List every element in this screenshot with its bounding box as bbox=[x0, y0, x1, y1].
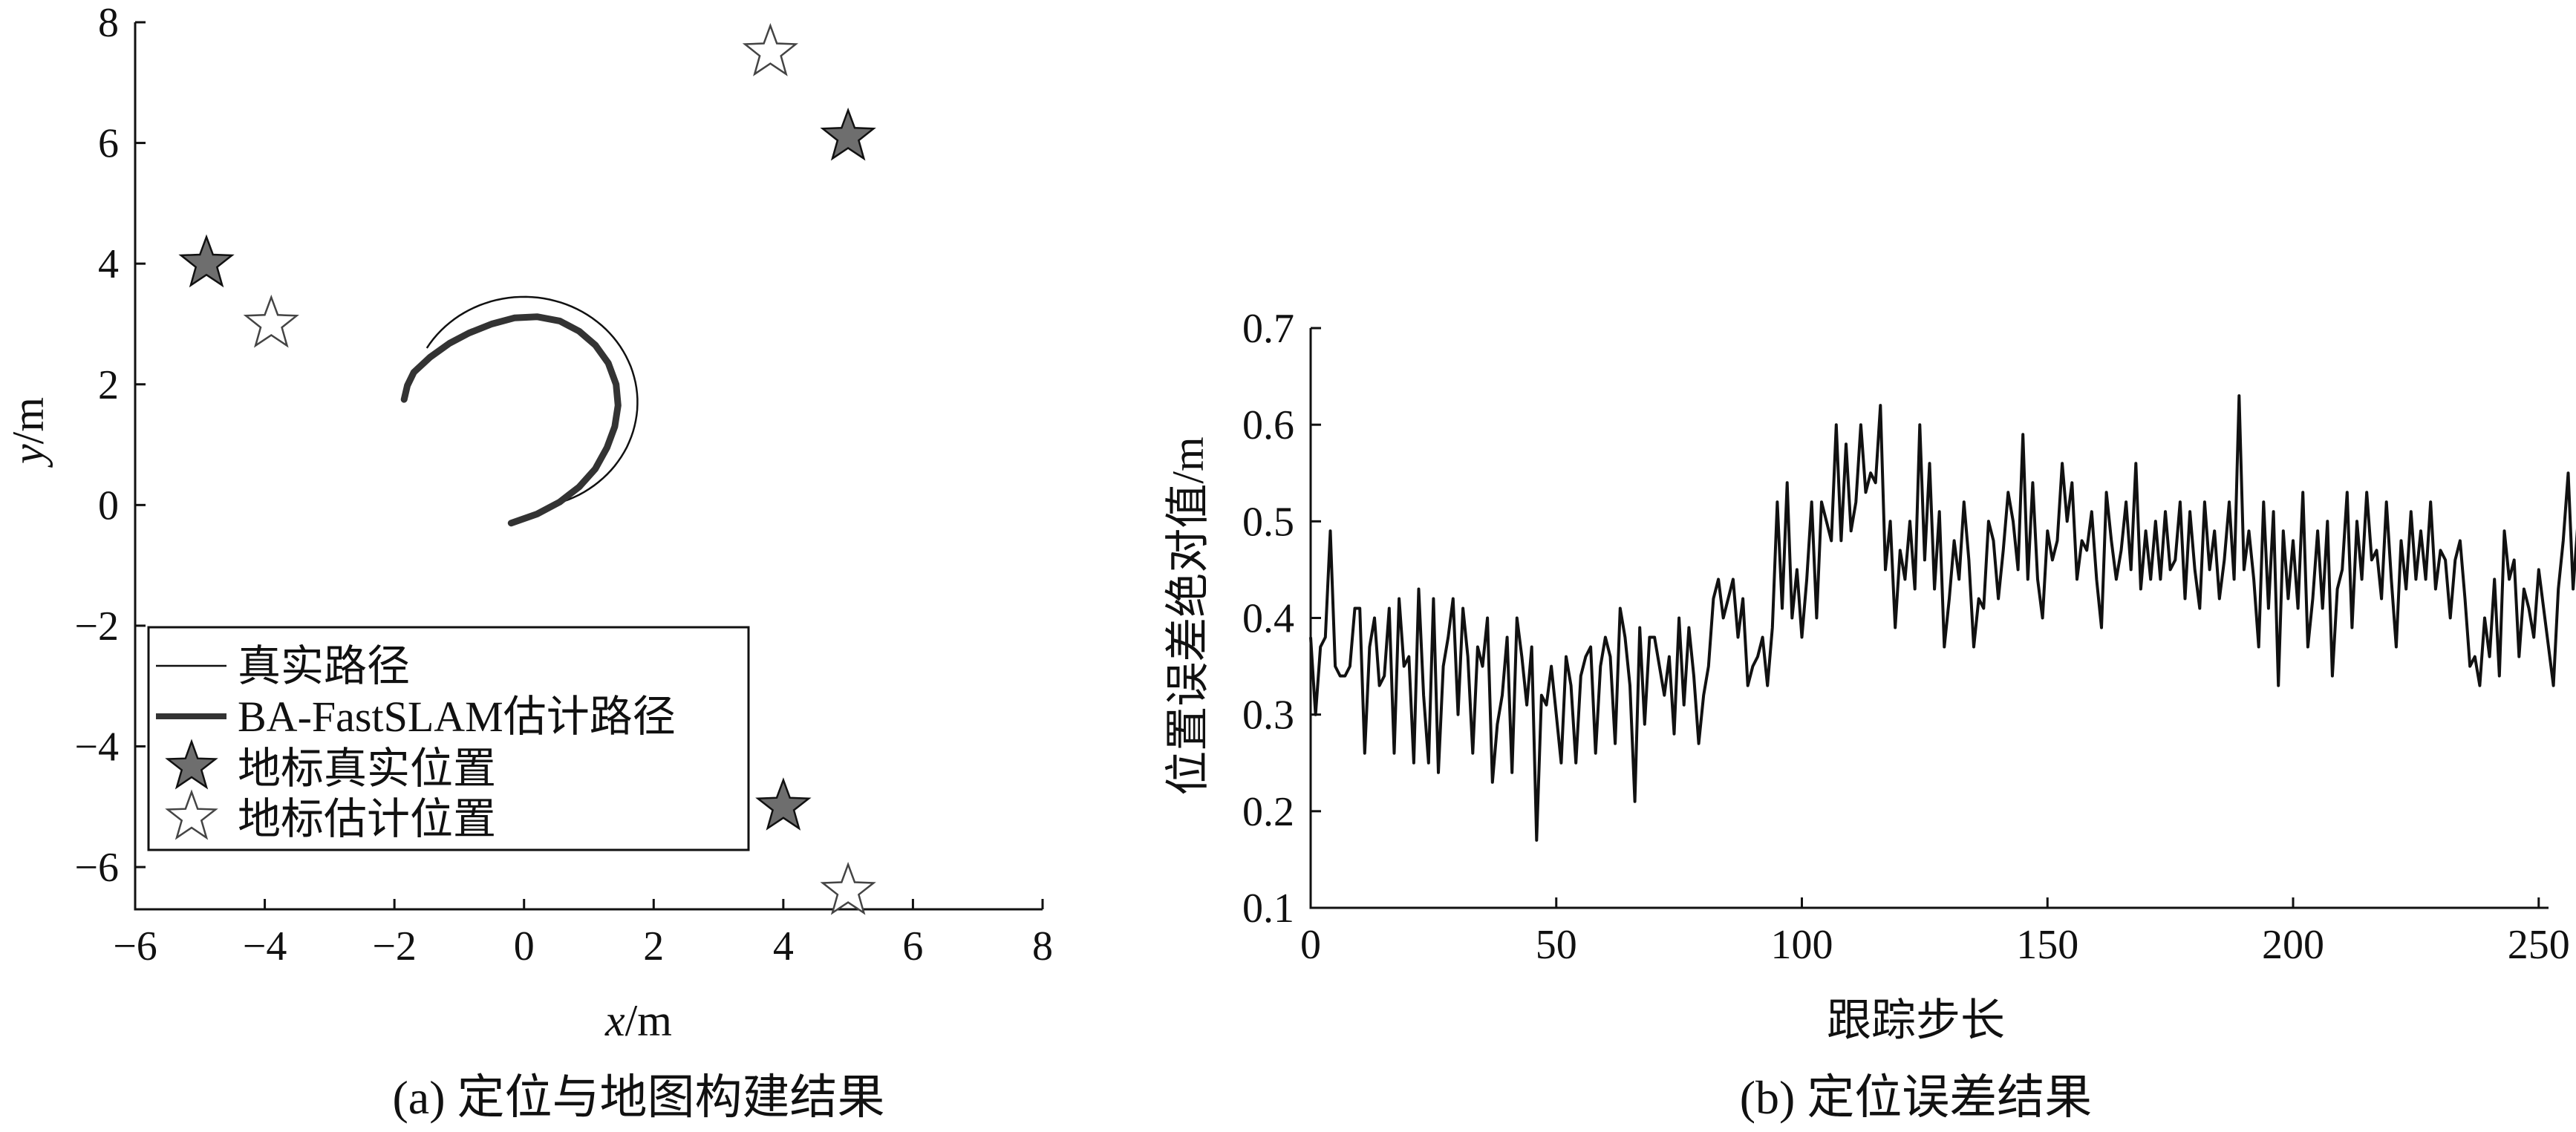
legend-true-path-label: 真实路径 bbox=[238, 642, 410, 690]
axes-a-ticks: −6 −4 −2 0 2 4 6 8 −6 −4 −2 0 2 4 6 8 bbox=[74, 0, 1053, 969]
axis-a-y-label: y/m bbox=[4, 397, 53, 468]
y-tick-label: 0.4 bbox=[1242, 596, 1294, 642]
true-landmark-star bbox=[755, 777, 812, 831]
true-path-line bbox=[425, 295, 639, 503]
true-landmark-star bbox=[820, 107, 876, 161]
x-tick-label: 0 bbox=[514, 923, 535, 969]
axis-b-x-label: 跟踪步长 bbox=[1827, 996, 2005, 1045]
y-tick-label: 6 bbox=[98, 121, 119, 167]
x-tick-label: 200 bbox=[2262, 922, 2324, 968]
y-tick-label: 4 bbox=[98, 241, 119, 287]
legend-estimated-star bbox=[165, 789, 218, 840]
caption-a: (a) 定位与地图构建结果 bbox=[392, 1071, 884, 1124]
y-tick-label: 0.3 bbox=[1242, 693, 1294, 739]
legend-box bbox=[147, 626, 750, 851]
legend-estimated-landmark-marker bbox=[165, 789, 218, 840]
legend-estimated-path-label: BA-FastSLAM估计路径 bbox=[238, 693, 676, 741]
y-tick-label: 0.5 bbox=[1242, 499, 1294, 545]
estimated-landmark-star bbox=[742, 22, 799, 76]
estimated-landmark-star bbox=[820, 862, 876, 915]
position-error-chart: 0 50 100 150 200 250 0.1 0.2 0.3 0.4 0.5 0.6 0.7 跟踪步… bbox=[1164, 306, 2576, 1124]
x-tick-label: −2 bbox=[372, 923, 417, 969]
y-tick-label: −4 bbox=[74, 724, 119, 771]
legend-true-landmark-label: 地标真实位置 bbox=[238, 745, 496, 793]
legend-true-landmark-marker bbox=[165, 739, 218, 790]
legend-true-star bbox=[165, 739, 218, 790]
axis-a-x-label: x/m bbox=[604, 996, 672, 1045]
x-tick-label: −6 bbox=[113, 923, 157, 969]
error-series-line bbox=[1309, 394, 2576, 842]
x-tick-label: 2 bbox=[643, 923, 664, 969]
axes-b-box bbox=[1309, 328, 2549, 909]
y-tick-label: −6 bbox=[74, 845, 119, 891]
estimated-path-line bbox=[400, 313, 622, 527]
x-tick-label: 150 bbox=[2016, 922, 2078, 968]
axes-b-ticks: 0 50 100 150 200 250 0.1 0.2 0.3 0.4 0.5 0.6 0.7 bbox=[1242, 306, 2570, 968]
x-tick-label: 6 bbox=[902, 923, 923, 969]
caption-b: (b) 定位误差结果 bbox=[1740, 1071, 2093, 1124]
y-tick-label: 0 bbox=[98, 482, 119, 529]
legend-estimated-landmark-label: 地标估计位置 bbox=[238, 795, 496, 843]
y-tick-label: 2 bbox=[98, 362, 119, 408]
x-tick-label: 8 bbox=[1032, 923, 1053, 969]
axis-b-y-label: 位置误差绝对值/m bbox=[1164, 436, 1213, 795]
x-tick-label: 100 bbox=[1771, 922, 1833, 968]
y-tick-label: 8 bbox=[98, 0, 119, 46]
legend-a: 真实路径 BA-FastSLAM估计路径 地标真实位置 地标估计位置 bbox=[147, 626, 750, 851]
x-tick-label: 4 bbox=[773, 923, 794, 969]
true-landmark-star bbox=[178, 234, 235, 288]
x-tick-label: 50 bbox=[1536, 922, 1577, 968]
trajectory-map-chart: −6 −4 −2 0 2 4 6 8 −6 −4 −2 0 2 4 6 8 真实路径 BA-FastSLAM估… bbox=[4, 0, 1053, 1124]
y-tick-label: 0.1 bbox=[1242, 886, 1294, 932]
landmarks bbox=[178, 22, 876, 915]
x-tick-label: 250 bbox=[2508, 922, 2570, 968]
x-tick-label: −4 bbox=[243, 923, 287, 969]
x-tick-label: 0 bbox=[1300, 922, 1321, 968]
y-tick-label: 0.2 bbox=[1242, 789, 1294, 835]
y-tick-label: −2 bbox=[74, 603, 119, 650]
y-tick-label: 0.6 bbox=[1242, 402, 1294, 448]
y-tick-label: 0.7 bbox=[1242, 306, 1294, 352]
estimated-landmark-star bbox=[243, 294, 299, 348]
